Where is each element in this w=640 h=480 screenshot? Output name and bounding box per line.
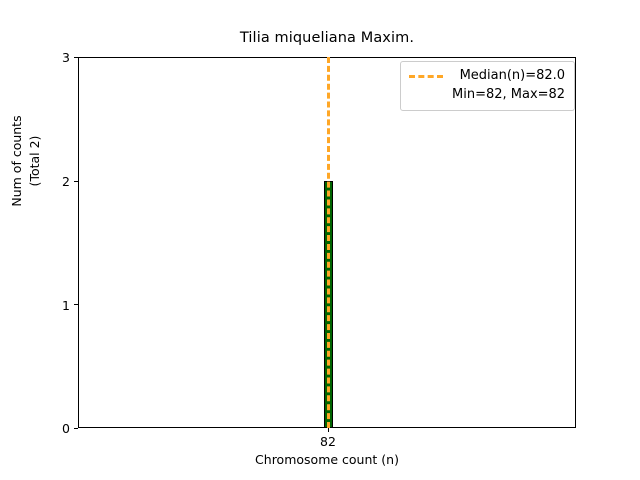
chart-legend: Median(n)=82.0 Min=82, Max=82 <box>400 61 576 111</box>
y-tick-mark-0 <box>74 428 78 430</box>
legend-median-line-icon <box>409 75 443 78</box>
legend-entries: Median(n)=82.0 Min=82, Max=82 <box>452 68 565 104</box>
chart-title: Tilia miqueliana Maxim. <box>239 30 415 46</box>
y-axis-label-line-1: Num of counts <box>8 115 24 207</box>
y-axis-label: Num of counts (Total 2) <box>0 11 54 311</box>
legend-entry-median: Median(n)=82.0 <box>459 68 566 83</box>
y-tick-mark-3 <box>74 57 78 59</box>
y-tick-mark-2 <box>74 181 78 183</box>
legend-entry-minmax: Min=82, Max=82 <box>452 87 566 103</box>
x-tick-mark-82 <box>328 428 330 432</box>
y-tick-label-2: 2 <box>62 174 70 189</box>
y-tick-label-3: 3 <box>62 50 70 65</box>
y-tick-label-1: 1 <box>62 298 70 313</box>
y-tick-label-0: 0 <box>62 421 70 436</box>
x-axis-label: Chromosome count (n) <box>255 452 399 467</box>
y-axis-label-line-2: (Total 2) <box>26 135 42 187</box>
x-tick-label-82: 82 <box>320 434 336 449</box>
y-tick-mark-1 <box>74 304 78 306</box>
median-line <box>326 57 330 428</box>
